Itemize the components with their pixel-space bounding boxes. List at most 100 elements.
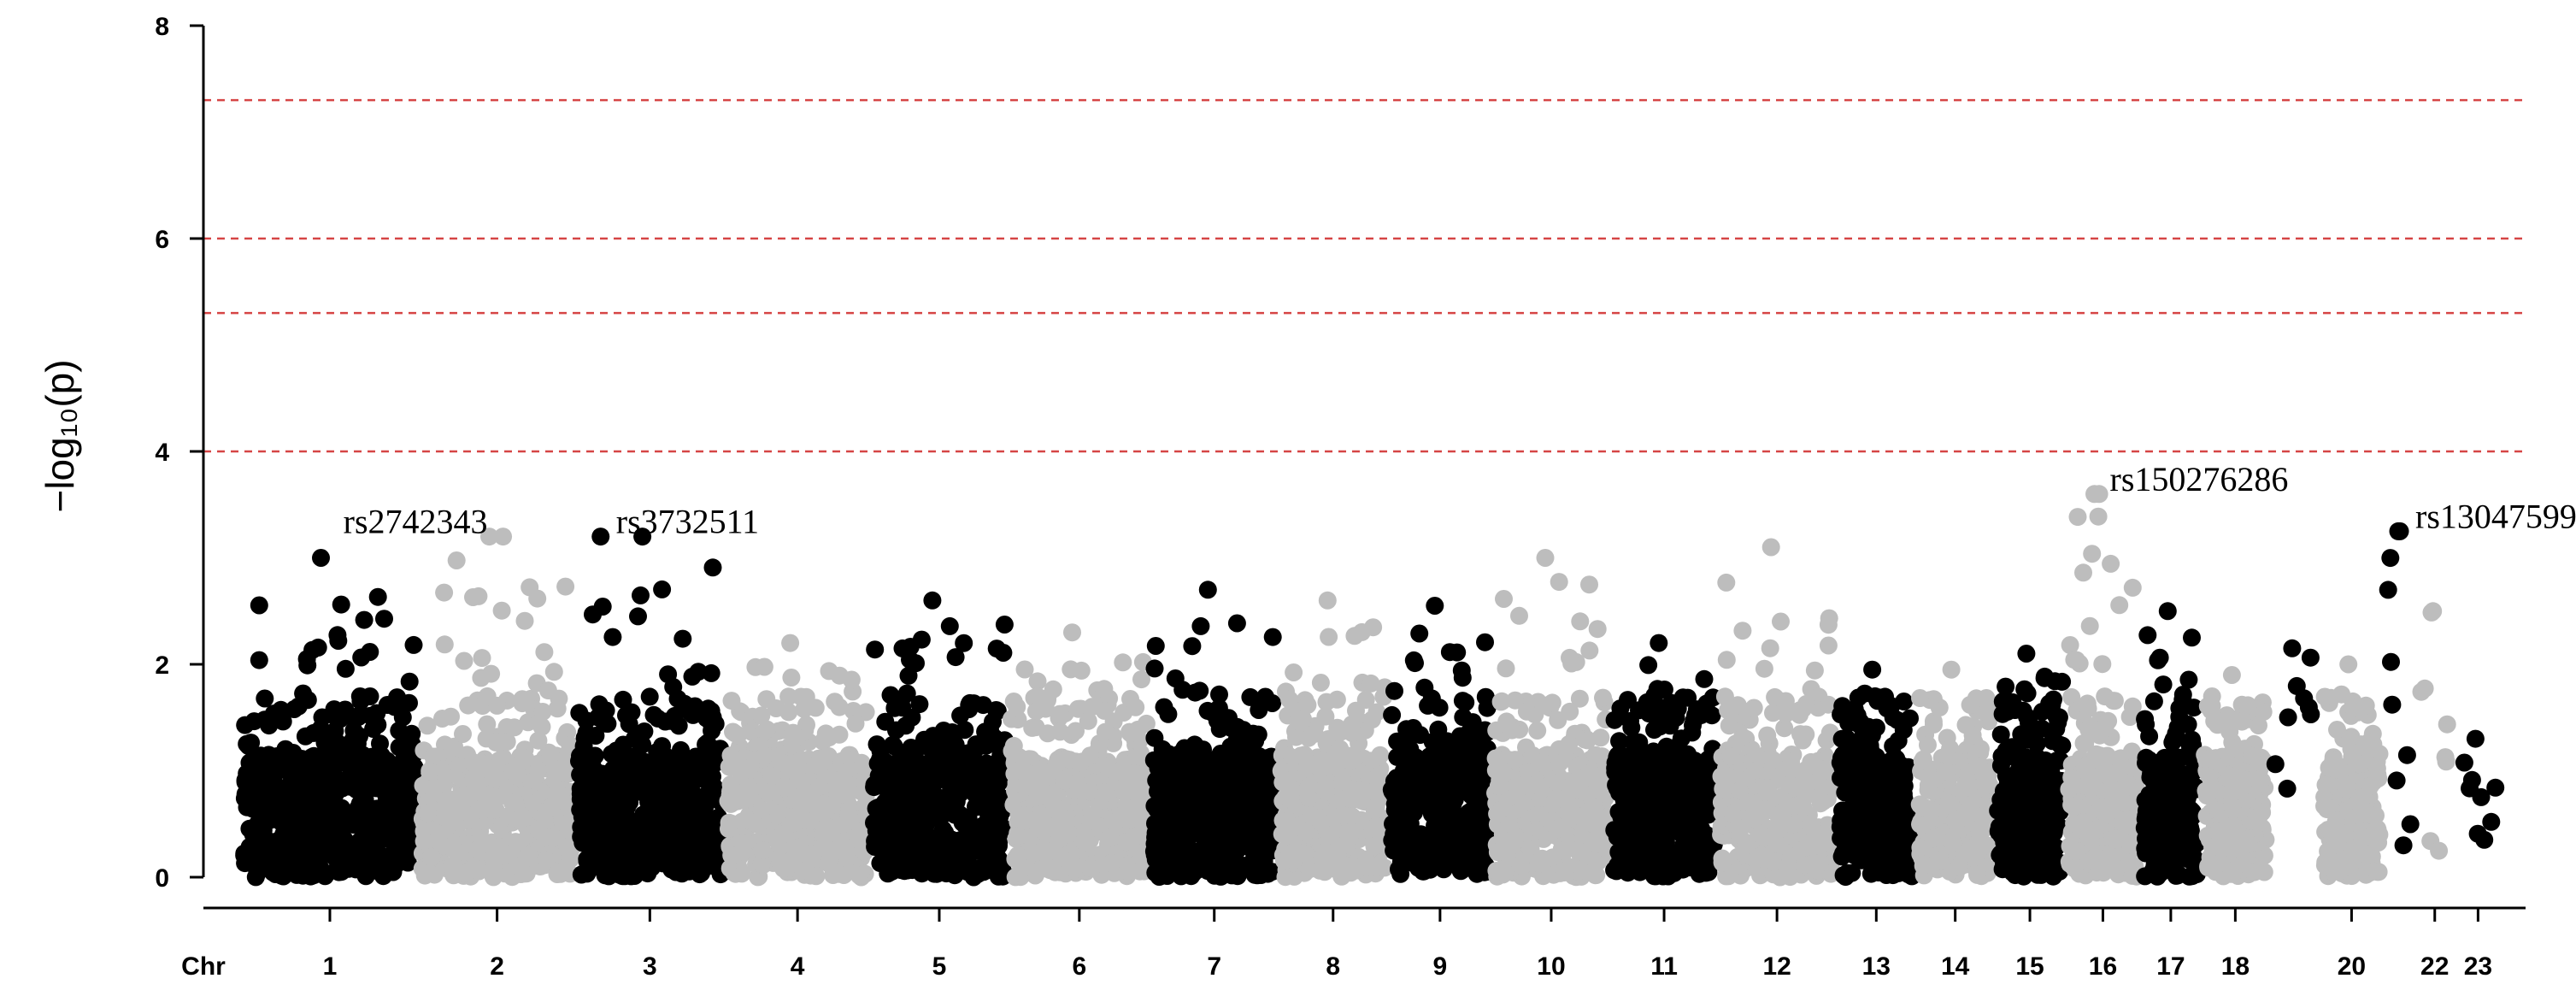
snp-point (414, 776, 432, 795)
snp-point (668, 689, 687, 708)
snp-point (618, 797, 637, 816)
snp-point (1489, 777, 1508, 795)
snp-point (1316, 707, 1335, 726)
snp-point (830, 698, 849, 716)
snp-point (669, 716, 688, 735)
snp-point (781, 634, 800, 652)
snp-point (1468, 746, 1487, 765)
snp-point (866, 640, 885, 659)
snp-point (1181, 819, 1200, 838)
snp-point (1030, 787, 1048, 806)
snp-point (285, 787, 303, 805)
snp-point (1397, 720, 1415, 739)
snp-point (1617, 838, 1636, 857)
snp-point (683, 667, 702, 686)
snp-point (1717, 573, 1736, 592)
snp-point (1634, 777, 1653, 796)
snp-point (797, 687, 815, 706)
snp-point (753, 841, 772, 859)
snp-point (1176, 763, 1195, 782)
snp-point (1096, 722, 1115, 741)
snp-point (420, 864, 438, 882)
snp-point (454, 725, 472, 743)
snp-point (1009, 846, 1027, 864)
snp-point (929, 806, 948, 825)
snp-point (1026, 702, 1045, 721)
snp-point (626, 867, 644, 885)
snp-point (1263, 628, 1282, 646)
snp-point (1278, 811, 1297, 830)
snp-point (509, 765, 527, 784)
snp-point (1126, 698, 1145, 716)
snp-point (1123, 796, 1142, 815)
snp-point (723, 755, 742, 773)
snp-point (966, 785, 985, 804)
snp-point (388, 840, 407, 859)
snp-point (1213, 854, 1232, 873)
snp-point (672, 740, 690, 759)
snp-point (795, 775, 814, 793)
snp-point (653, 580, 672, 598)
snp-point (983, 776, 1002, 795)
snp-point (1362, 710, 1381, 729)
snp-point (1454, 852, 1473, 870)
snp-point (326, 784, 344, 803)
snp-point (670, 775, 689, 794)
snp-point (485, 858, 503, 877)
snp-point (664, 843, 683, 862)
snp-point (966, 819, 985, 838)
snp-point (239, 737, 258, 756)
snp-point (1404, 651, 1423, 669)
snp-point (950, 805, 969, 824)
snp-point (989, 752, 1008, 770)
snp-point (1285, 663, 1303, 681)
snp-point (1312, 813, 1331, 832)
snp-point (1144, 842, 1163, 861)
snp-point (332, 595, 350, 614)
snp-point (1210, 685, 1228, 704)
snp-point (681, 703, 700, 722)
snp-point (1368, 751, 1387, 769)
snp-point (262, 712, 280, 731)
snp-point (1561, 648, 1579, 667)
snp-point (480, 528, 498, 546)
snp-point (1050, 722, 1069, 741)
snp-point (519, 846, 538, 865)
snp-point (962, 840, 981, 859)
snp-point (593, 598, 612, 616)
snp-point (820, 662, 838, 681)
snp-point (1015, 660, 1034, 679)
snp-point (256, 689, 274, 708)
snp-point (1683, 723, 1702, 742)
snp-point (659, 665, 678, 684)
snp-point (1423, 733, 1442, 752)
snp-point (987, 640, 1006, 658)
snp-point (1453, 669, 1472, 687)
snp-point (1645, 721, 1663, 740)
snp-point (922, 753, 940, 772)
snp-point (702, 811, 720, 829)
snp-point (445, 737, 463, 756)
snp-point (722, 846, 741, 864)
snp-point (313, 708, 332, 727)
snp-point (1198, 581, 1217, 599)
snp-point (296, 727, 315, 746)
snp-point (885, 737, 903, 756)
snp-point (1102, 828, 1120, 847)
snp-point (931, 727, 950, 746)
snp-point (752, 706, 771, 725)
snp-point (944, 772, 963, 791)
snp-point (755, 657, 773, 676)
snp-point (1153, 753, 1172, 772)
snp-point (250, 651, 268, 669)
snp-point (1639, 656, 1658, 675)
snp-point (515, 864, 533, 883)
snp-point (1679, 745, 1697, 763)
snp-point (297, 818, 315, 837)
snp-point (776, 779, 795, 797)
snp-point (1320, 826, 1339, 845)
snp-point (1363, 819, 1382, 838)
snp-point (486, 800, 505, 819)
snp-point (1454, 807, 1473, 826)
snp-point (1439, 748, 1458, 767)
